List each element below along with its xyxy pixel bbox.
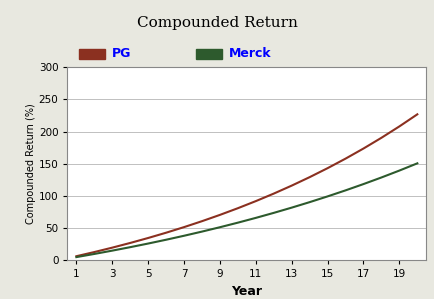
Text: Compounded Return: Compounded Return — [137, 16, 297, 30]
X-axis label: Year: Year — [231, 285, 262, 298]
Text: Merck: Merck — [228, 47, 271, 60]
Bar — [79, 49, 105, 59]
Bar — [196, 49, 221, 59]
Y-axis label: Compounded Return (%): Compounded Return (%) — [26, 103, 36, 224]
Text: PG: PG — [112, 47, 131, 60]
